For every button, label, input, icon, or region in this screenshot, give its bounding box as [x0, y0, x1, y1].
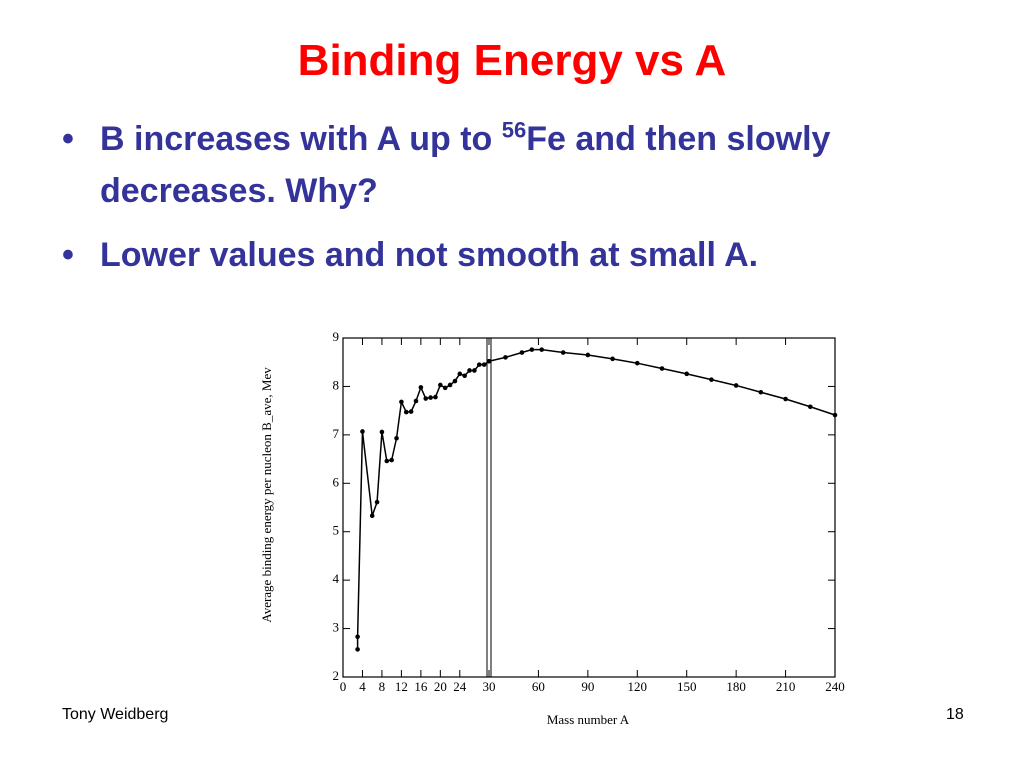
data-point	[428, 395, 433, 400]
data-point	[539, 347, 545, 352]
slide-title: Binding Energy vs A	[297, 36, 727, 85]
data-point	[394, 435, 399, 441]
data-point	[733, 383, 739, 388]
bullet: Lower values and not smooth at small A.	[62, 229, 942, 281]
data-line	[356, 360, 490, 650]
data-point	[486, 358, 492, 364]
data-point	[758, 389, 764, 395]
x-tick-label: 180	[726, 679, 746, 694]
data-point	[457, 371, 463, 377]
data-point	[709, 377, 714, 382]
footer-author: Tony Weidberg	[62, 706, 169, 723]
x-tick-label: 240	[825, 679, 845, 694]
x-axis-label: Mass number A	[547, 712, 630, 727]
y-tick-label: 8	[333, 377, 340, 392]
data-point	[433, 394, 438, 400]
y-tick-label: 2	[333, 668, 340, 683]
superscript: 56	[501, 117, 527, 143]
data-point	[360, 429, 365, 434]
data-point	[610, 356, 615, 362]
x-tick-label: 20	[434, 679, 447, 694]
y-tick-label: 6	[333, 474, 340, 489]
data-point	[481, 362, 487, 367]
data-point	[447, 382, 453, 388]
y-tick-label: 9	[333, 329, 340, 344]
data-point	[355, 647, 360, 652]
data-point	[423, 396, 429, 401]
data-point	[462, 373, 467, 379]
y-tick-label: 7	[333, 426, 340, 441]
x-tick-label: 16	[414, 679, 428, 694]
x-tick-label: 210	[776, 679, 796, 694]
bullet-text: B increases with A up to	[100, 120, 502, 158]
x-tick-label: 4	[359, 679, 366, 694]
data-point	[783, 396, 788, 402]
data-point	[442, 385, 448, 391]
data-point	[369, 513, 375, 519]
bullet-text: Lower values and not smooth at small A.	[100, 236, 759, 274]
data-line	[488, 348, 836, 416]
y-tick-label: 5	[333, 523, 340, 538]
data-point	[399, 399, 404, 405]
data-point	[438, 382, 443, 388]
data-point	[503, 355, 508, 360]
y-tick-label: 4	[333, 571, 340, 586]
data-point	[560, 350, 566, 355]
x-tick-label: 150	[677, 679, 697, 694]
data-point	[408, 409, 414, 414]
data-point	[472, 368, 477, 373]
x-tick-label: 24	[453, 679, 467, 694]
data-point	[374, 499, 380, 505]
x-tick-label: 8	[379, 679, 386, 694]
data-point	[467, 368, 472, 373]
data-point	[384, 458, 390, 464]
data-point	[476, 362, 482, 367]
data-point	[807, 404, 813, 410]
data-point	[452, 378, 458, 384]
x-tick-label: 30	[483, 679, 496, 694]
data-point	[355, 634, 360, 640]
y-axis-label: Average binding energy per nucleon B_ave…	[259, 367, 274, 623]
bullet-list: B increases with A up to 56Fe and then s…	[62, 113, 942, 293]
data-point	[413, 398, 419, 404]
x-tick-label: 0	[340, 679, 347, 694]
x-tick-label: 60	[532, 679, 545, 694]
data-point	[379, 429, 385, 435]
data-point	[519, 350, 525, 355]
data-point	[403, 409, 409, 415]
bullet: B increases with A up to 56Fe and then s…	[62, 113, 942, 217]
x-tick-label: 120	[628, 679, 648, 694]
data-point	[659, 366, 665, 371]
plot-frame	[342, 337, 836, 678]
data-point	[529, 347, 535, 352]
bullet-text: Fe and then slowly decreases. Why?	[100, 120, 831, 210]
y-tick-label: 3	[333, 620, 340, 635]
slide-number: 18	[946, 706, 964, 723]
x-tick-label: 12	[395, 679, 408, 694]
data-point	[418, 385, 424, 390]
data-point	[389, 457, 394, 463]
data-point	[684, 371, 690, 377]
x-tick-label: 90	[581, 679, 594, 694]
data-point	[634, 360, 640, 366]
data-point	[832, 412, 838, 418]
data-point	[585, 352, 591, 358]
